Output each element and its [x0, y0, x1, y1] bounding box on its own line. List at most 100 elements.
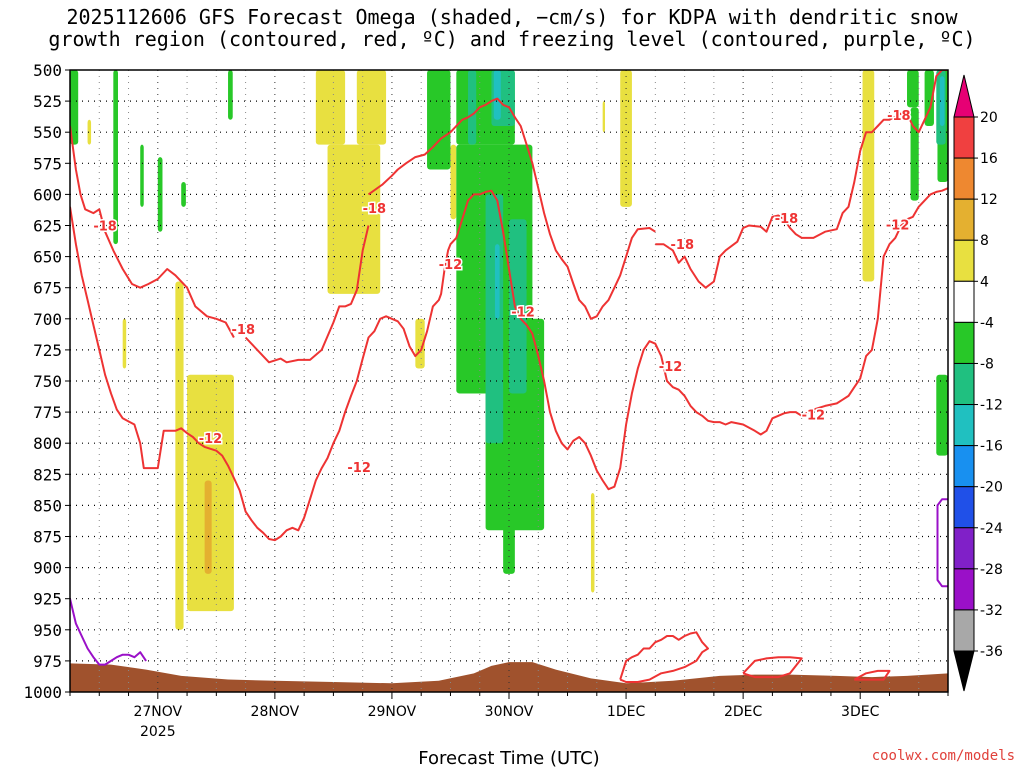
y-tick-label: 900	[33, 559, 62, 578]
omega-region-2-13	[924, 70, 934, 126]
contour-labels: -18 -18 -18 -18 -18 -18 -12 -12 -12 -12 -12 -12 -12	[92, 107, 912, 477]
chart-title: 2025112606 GFS Forecast Omega (shaded, −…	[48, 5, 976, 51]
colorbar-label: -28	[980, 562, 1003, 578]
colorbar-label: -36	[980, 644, 1003, 660]
contour--12-line-0	[70, 187, 948, 542]
ground-layer	[70, 662, 948, 692]
colorbar-top-triangle	[953, 74, 975, 118]
colorbar-label: 20	[980, 110, 998, 126]
contour--12-line-2	[742, 656, 803, 679]
omega-region-0-7	[415, 318, 425, 369]
x-tick-label: 3DEC	[841, 704, 880, 720]
omega-region-2-0	[70, 70, 79, 145]
colorbar-label: 4	[980, 274, 989, 290]
contour-label: -12	[659, 360, 683, 375]
colorbar-label: -24	[980, 521, 1003, 537]
omega-region-2-6	[427, 70, 451, 170]
omega-region-2-2	[140, 144, 144, 207]
x-tick-label: 30NOV	[485, 704, 534, 720]
x-tick-label: 27NOV	[133, 704, 182, 720]
ground-surface	[70, 662, 948, 692]
contour-label: -12	[199, 432, 223, 447]
omega-region-0-11	[602, 101, 605, 133]
colorbar-segment	[953, 609, 975, 652]
colorbar-label: -4	[980, 315, 994, 331]
x-axis-title: Forecast Time (UTC)	[418, 748, 599, 768]
y-tick-label: 700	[33, 310, 62, 329]
omega-region-4-0	[493, 70, 501, 120]
contour--18-line-0	[70, 125, 235, 338]
colorbar-segment	[953, 486, 975, 529]
y-tick-label: 750	[33, 372, 62, 391]
colorbar-bottom-triangle	[953, 650, 975, 692]
y-tick-label: 975	[33, 652, 62, 671]
y-tick-label: 650	[33, 248, 62, 267]
contour-label: -18	[93, 220, 117, 235]
colorbar-label: -16	[980, 439, 1003, 455]
colorbar-segment	[953, 198, 975, 241]
omega-region-2-5	[228, 70, 233, 120]
omega-region-4-1	[939, 76, 945, 126]
colorbar-segment	[953, 280, 975, 323]
colorbar-label: 8	[980, 233, 989, 249]
y-tick-label: 575	[33, 154, 62, 173]
contour-label: -12	[802, 409, 826, 424]
x-tick-label: 29NOV	[368, 704, 417, 720]
x-tick-label: 28NOV	[251, 704, 300, 720]
omega-region-0-2	[175, 281, 184, 630]
omega-region-3-1	[509, 219, 527, 394]
colorbar-segment	[953, 362, 975, 406]
colorbar-segment	[953, 157, 975, 200]
contour-label: -12	[886, 218, 910, 233]
y-tick-label: 625	[33, 217, 62, 236]
colorbar-label: -32	[980, 603, 1003, 619]
x-tick-label: 2DEC	[724, 704, 763, 720]
x-tick-label: 1DEC	[607, 704, 646, 720]
colorbar-segment	[953, 404, 975, 447]
colorbar-segment	[953, 568, 975, 611]
omega-region-2-1	[113, 70, 118, 245]
contour--12-line-1	[619, 631, 709, 683]
omega-region-1-0	[204, 480, 212, 574]
contour-freezinglevel0C-line-0	[70, 598, 147, 666]
omega-region-0-10	[590, 492, 595, 593]
omega-region-0-1	[122, 318, 127, 369]
omega-region-0-4	[315, 70, 346, 145]
gridlines	[69, 70, 949, 692]
y-tick-label: 775	[33, 403, 62, 422]
contour-label: -18	[671, 238, 695, 253]
colorbar-label: -20	[980, 480, 1003, 496]
omega-shading	[70, 70, 948, 630]
colorbar-label: -12	[980, 398, 1003, 414]
y-tick-label: 500	[33, 61, 62, 80]
omega-region-0-6	[356, 70, 387, 145]
credit-link[interactable]: coolwx.com/models	[872, 748, 1015, 764]
contour-label: -12	[511, 305, 535, 320]
colorbar-segment	[953, 445, 975, 488]
contour-label: -18	[363, 202, 387, 217]
omega-region-0-12	[620, 70, 632, 207]
contour-freezinglevel0C-line-1	[936, 498, 948, 588]
colorbar-segment	[953, 116, 975, 159]
x-tick-sublabel: 2025	[140, 724, 176, 740]
y-tick-label: 1000	[23, 683, 62, 702]
y-tick-label: 875	[33, 528, 62, 547]
y-tick-label: 950	[33, 621, 62, 640]
contour-label: -18	[775, 212, 799, 227]
omega-region-2-15	[936, 374, 948, 456]
y-tick-label: 725	[33, 341, 62, 360]
colorbar-label: -8	[980, 356, 994, 372]
contour-label: -12	[439, 258, 463, 273]
y-tick-label: 925	[33, 590, 62, 609]
omega-region-0-13	[862, 70, 875, 282]
y-tick-label: 675	[33, 279, 62, 298]
omega-region-0-8	[450, 144, 457, 220]
omega-region-2-11	[907, 70, 919, 108]
y-tick-label: 800	[33, 434, 62, 453]
contour--18-line-3	[655, 70, 948, 289]
omega-region-3-0	[485, 194, 504, 444]
contour-label: -18	[887, 109, 911, 124]
omega-region-4-2	[494, 244, 500, 319]
omega-region-2-10	[503, 517, 515, 574]
